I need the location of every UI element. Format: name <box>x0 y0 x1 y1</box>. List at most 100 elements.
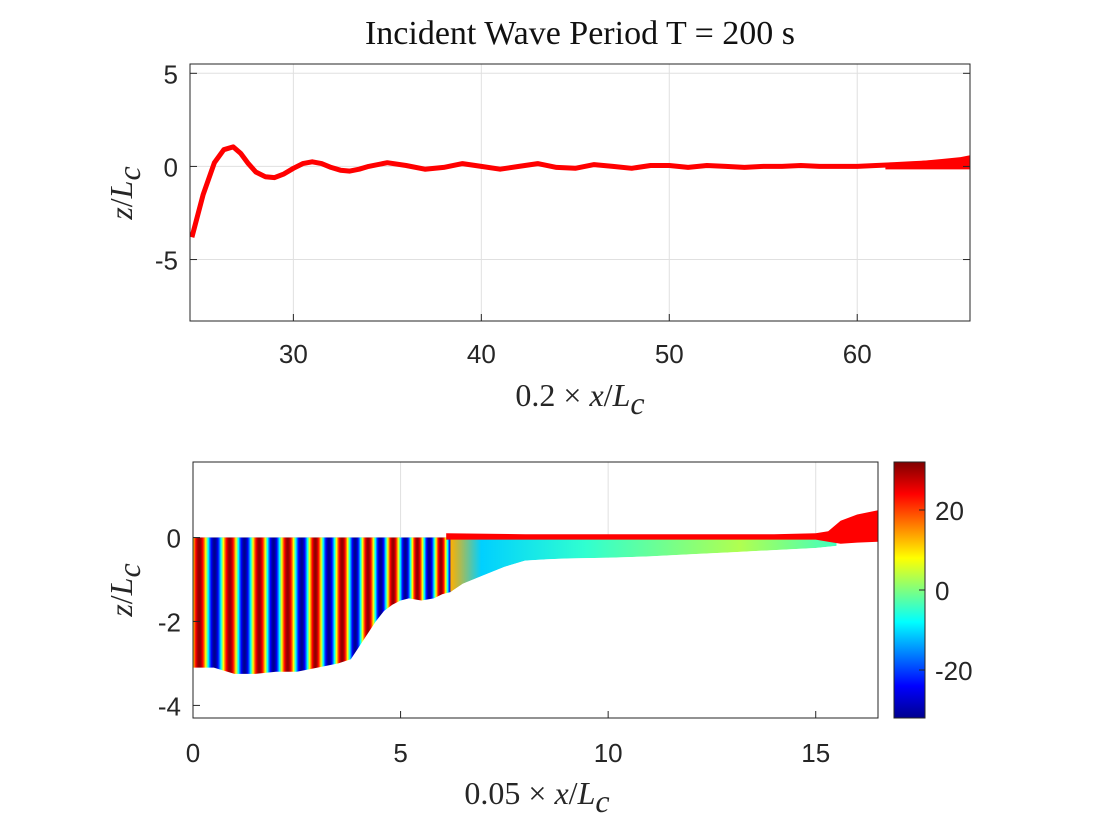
wave-stripe <box>279 537 281 718</box>
wave-stripe <box>340 537 342 718</box>
wave-stripe <box>316 537 318 718</box>
bottom-tick-label-x: 5 <box>393 738 407 768</box>
wave-stripe <box>281 537 283 718</box>
wave-stripe <box>349 537 351 718</box>
top-axes-background <box>190 64 970 321</box>
wave-stripe <box>240 537 242 718</box>
wave-stripe <box>268 537 270 718</box>
wave-stripe <box>196 537 198 718</box>
bottom-tick-label-y: -4 <box>158 691 181 721</box>
wave-stripe <box>256 537 258 718</box>
wave-stripe <box>337 537 339 718</box>
wave-stripe <box>227 537 229 718</box>
wave-stripe <box>247 537 249 718</box>
wave-stripe <box>263 537 265 718</box>
wave-stripe <box>325 537 327 718</box>
wave-stripe <box>334 537 336 718</box>
wave-stripe <box>253 537 255 718</box>
wave-stripe <box>252 537 254 718</box>
wave-stripe <box>204 537 206 718</box>
wave-stripe <box>198 537 200 718</box>
wave-stripe <box>327 537 329 718</box>
wave-stripe <box>287 537 289 718</box>
wave-stripe <box>267 537 269 718</box>
wave-stripe <box>368 537 370 718</box>
wave-stripe <box>364 537 366 718</box>
wave-stripe <box>295 537 297 718</box>
wave-stripe <box>205 537 207 718</box>
wave-stripe <box>330 537 332 718</box>
wave-stripe <box>338 537 340 718</box>
wave-stripe <box>304 537 306 718</box>
wave-stripe <box>262 537 264 718</box>
wave-stripe <box>234 537 236 718</box>
wave-stripe <box>271 537 273 718</box>
wave-stripe <box>370 537 372 718</box>
bottom-tick-label-x: 15 <box>801 738 830 768</box>
wave-stripe <box>235 537 237 718</box>
wave-stripe <box>276 537 278 718</box>
wave-stripe <box>353 537 355 718</box>
wave-stripe <box>246 537 248 718</box>
bottom-tick-label-x: 0 <box>186 738 200 768</box>
wave-stripe <box>369 537 371 718</box>
wave-stripe <box>293 537 295 718</box>
wave-stripe <box>237 537 239 718</box>
wave-stripe <box>225 537 227 718</box>
wave-stripe <box>328 537 330 718</box>
wave-stripe <box>346 537 348 718</box>
top-tick-label-y: 5 <box>164 59 178 89</box>
wave-stripe <box>280 537 282 718</box>
wave-stripe <box>208 537 210 718</box>
wave-stripe <box>306 537 308 718</box>
wave-stripe <box>322 537 324 718</box>
wave-stripe <box>222 537 224 718</box>
wave-stripe <box>275 537 277 718</box>
wave-stripe <box>339 537 341 718</box>
wave-stripe <box>282 537 284 718</box>
wave-stripe <box>229 537 231 718</box>
wave-stripe <box>309 537 311 718</box>
wave-stripe <box>236 537 238 718</box>
wave-stripe <box>363 537 365 718</box>
wave-stripe <box>257 537 259 718</box>
wave-stripe <box>345 537 347 718</box>
wave-stripe <box>228 537 230 718</box>
wave-stripe <box>358 537 360 718</box>
wave-stripe <box>224 537 226 718</box>
wave-stripe <box>335 537 337 718</box>
wave-stripe <box>342 537 344 718</box>
wave-stripe <box>310 537 312 718</box>
wave-stripe <box>311 537 313 718</box>
wave-stripe <box>195 537 197 718</box>
wave-stripe <box>216 537 218 718</box>
wave-stripe <box>230 537 232 718</box>
wave-stripe <box>356 537 358 718</box>
wave-stripe <box>218 537 220 718</box>
wave-stripe <box>343 537 345 718</box>
top-tick-label-y: -5 <box>155 246 178 276</box>
wave-stripe <box>366 537 368 718</box>
wave-stripe <box>284 537 286 718</box>
wave-stripe <box>278 537 280 718</box>
wave-stripe <box>331 537 333 718</box>
wave-stripe <box>217 537 219 718</box>
wave-stripe <box>344 537 346 718</box>
wave-stripe <box>241 537 243 718</box>
wave-stripe <box>318 537 320 718</box>
wave-stripe <box>350 537 352 718</box>
wave-stripe <box>270 537 272 718</box>
wave-stripe <box>288 537 290 718</box>
wave-stripe <box>290 537 292 718</box>
colorbar-ticks: -20 0 20 <box>919 496 973 686</box>
bottom-ticks: 0 5 10 15 -4 -2 0 <box>158 524 830 768</box>
wave-stripe <box>231 537 233 718</box>
wave-stripe <box>319 537 321 718</box>
top-series-line <box>190 144 970 238</box>
top-tick-label-x: 50 <box>655 339 684 369</box>
wave-stripe <box>294 537 296 718</box>
wave-stripe <box>243 537 245 718</box>
wave-stripe <box>320 537 322 718</box>
wave-stripe <box>200 537 202 718</box>
